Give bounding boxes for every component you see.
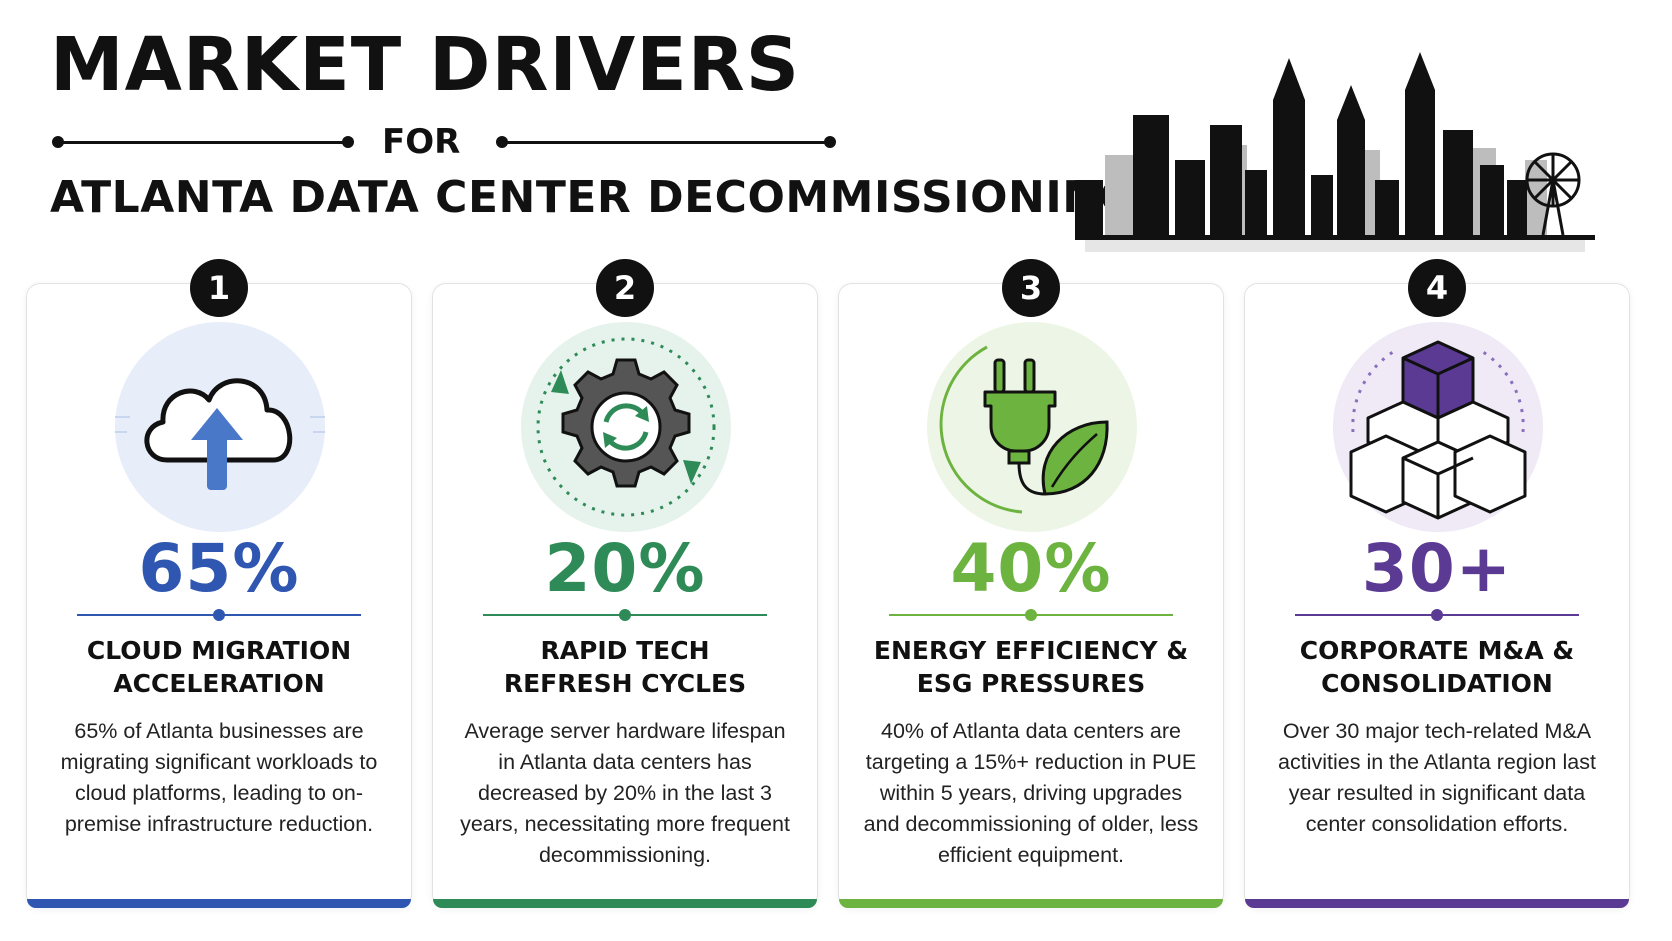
- driver-card-energy-efficiency: 3 40% ENERGY EFFICIENCY & ESG PRESSURES …: [838, 259, 1224, 908]
- icon-circle: [927, 322, 1137, 532]
- divider-knob: [1431, 609, 1443, 621]
- number-badge: 2: [596, 259, 654, 317]
- stacked-cubes-icon: [1349, 340, 1527, 520]
- for-label: FOR: [382, 122, 461, 162]
- stat-value: 30+: [1361, 530, 1513, 607]
- icon-circle: [1333, 322, 1543, 532]
- accent-bar: [839, 899, 1223, 908]
- accent-bar: [1245, 899, 1629, 908]
- driver-card-tech-refresh: 2 20% RAPID TECH REFRESH CYCLES Average …: [432, 259, 818, 908]
- card-title-line: ENERGY EFFICIENCY &: [873, 636, 1189, 665]
- card-title-line: CONSOLIDATION: [1321, 669, 1553, 698]
- icon-circle: [115, 322, 325, 532]
- accent-bar: [433, 899, 817, 908]
- divider-line: [502, 141, 830, 144]
- for-divider: FOR: [52, 122, 836, 162]
- card-title-line: ESG PRESSURES: [916, 669, 1146, 698]
- atlanta-skyline-icon: [1075, 52, 1595, 252]
- stat-value: 20%: [544, 530, 706, 607]
- card-description: Average server hardware lifespan in Atla…: [460, 719, 790, 867]
- card-title: RAPID TECH REFRESH CYCLES: [453, 634, 797, 700]
- divider-knob: [1025, 609, 1037, 621]
- card-title-line: CLOUD MIGRATION: [86, 636, 352, 665]
- divider-line: [58, 141, 348, 144]
- stat-divider: [889, 609, 1173, 621]
- card-title-line: RAPID TECH: [540, 636, 710, 665]
- card-description: Over 30 major tech-related M&A activitie…: [1278, 719, 1596, 836]
- card-description: 40% of Atlanta data centers are targetin…: [863, 719, 1199, 867]
- number-badge: 3: [1002, 259, 1060, 317]
- accent-bar: [27, 899, 411, 908]
- number-badge: 1: [190, 259, 248, 317]
- plug-leaf-icon: [939, 345, 1109, 514]
- driver-card-corporate-ma: 4 30+ CORPORATE M&A: [1244, 259, 1630, 908]
- stat-divider: [77, 609, 361, 621]
- cloud-upload-icon: [115, 378, 325, 490]
- divider-knob: [213, 609, 225, 621]
- divider-dot: [824, 136, 836, 148]
- page-title: MARKET DRIVERS: [50, 22, 801, 108]
- stat-value: 40%: [950, 530, 1112, 607]
- card-title: CORPORATE M&A & CONSOLIDATION: [1265, 634, 1609, 700]
- card-description: 65% of Atlanta businesses are migrating …: [60, 719, 378, 836]
- divider-dot: [342, 136, 354, 148]
- icon-circle: [521, 322, 731, 532]
- page-subtitle: ATLANTA DATA CENTER DECOMMISSIONING: [50, 172, 1137, 223]
- card-title-line: ACCELERATION: [113, 669, 325, 698]
- card-title: ENERGY EFFICIENCY & ESG PRESSURES: [859, 634, 1203, 700]
- card-title-line: CORPORATE M&A &: [1299, 636, 1575, 665]
- card-title-line: REFRESH CYCLES: [503, 669, 747, 698]
- divider-knob: [619, 609, 631, 621]
- gear-refresh-icon: [536, 337, 716, 517]
- number-badge: 4: [1408, 259, 1466, 317]
- card-title: CLOUD MIGRATION ACCELERATION: [47, 634, 391, 700]
- stat-divider: [483, 609, 767, 621]
- stat-value: 65%: [138, 530, 300, 607]
- driver-card-cloud-migration: 1 65% CLOUD MIGRATION ACCELERATION 65% o…: [26, 259, 412, 908]
- stat-divider: [1295, 609, 1579, 621]
